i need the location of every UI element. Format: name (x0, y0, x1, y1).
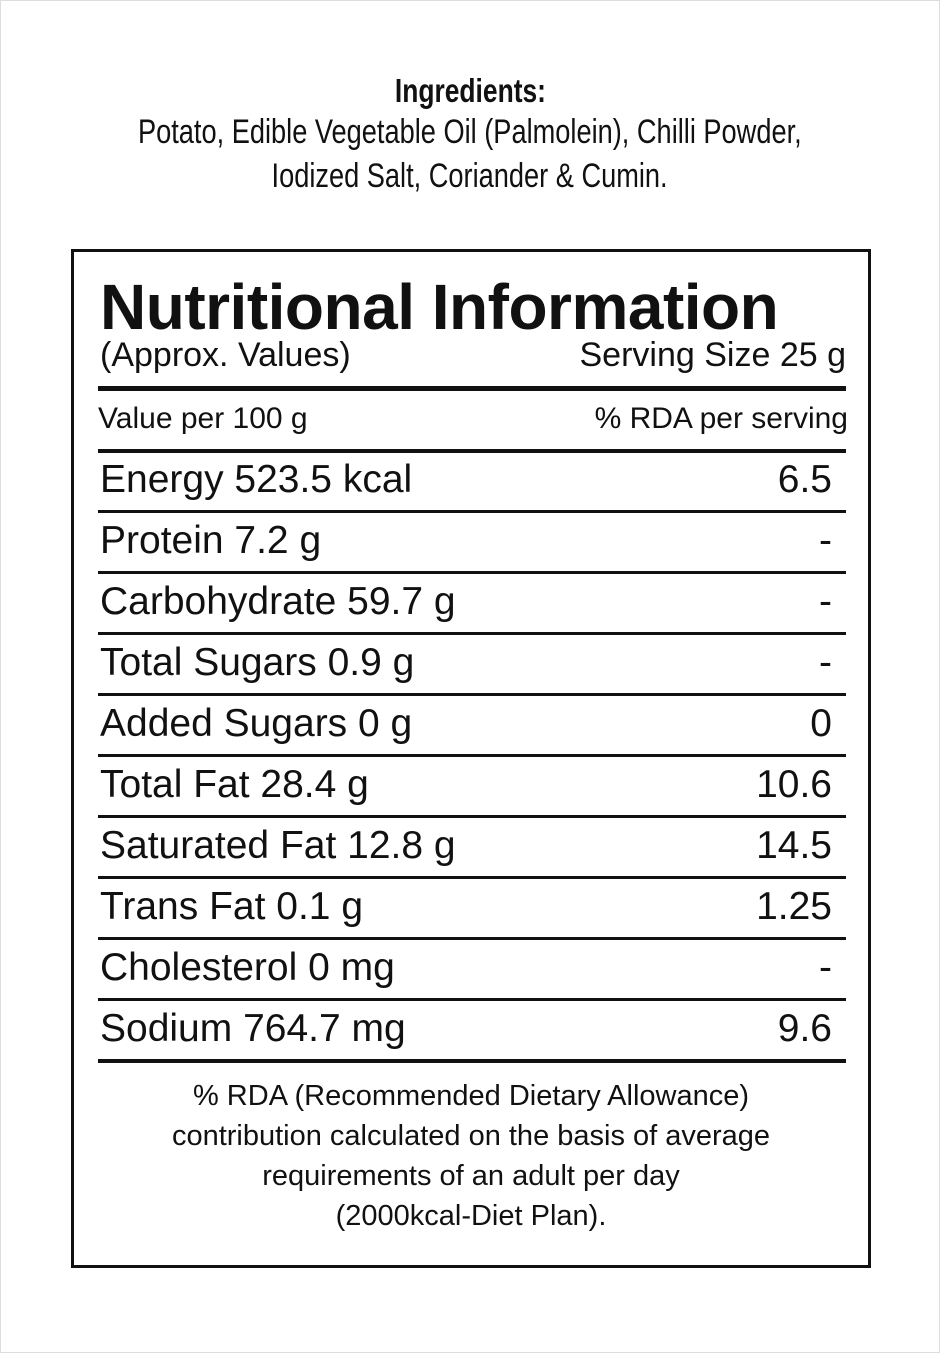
rda-value: 14.5 (756, 824, 832, 867)
rule (98, 449, 846, 453)
nutrient-name: Protein 7.2 g (100, 519, 322, 562)
nutrient-name: Sodium 764.7 mg (100, 1007, 406, 1050)
footnote-line: % RDA (Recommended Dietary Allowance) (192, 1080, 750, 1112)
rda-value: 9.6 (777, 1007, 832, 1050)
nutrient-name: Added Sugars 0 g (100, 702, 413, 745)
ingredients-title: Ingredients: (0, 72, 940, 110)
nutrient-row: Energy 523.5 kcal 6.5 (98, 452, 846, 513)
ingredients-title-text: Ingredients: (394, 72, 546, 109)
rda-value: 1.25 (756, 885, 832, 928)
rule (98, 386, 846, 391)
nutrient-name: Total Sugars 0.9 g (100, 641, 415, 684)
serving-size: Serving Size 25 g (579, 336, 847, 374)
nutrient-row: Carbohydrate 59.7 g - (98, 574, 846, 635)
nutrient-row: Total Fat 28.4 g 10.6 (98, 757, 846, 818)
nutrient-row: Added Sugars 0 g 0 (98, 696, 846, 757)
nutrient-name: Total Fat 28.4 g (100, 763, 369, 806)
rda-value: 0 (810, 702, 832, 745)
rda-value: - (819, 641, 832, 684)
nutrition-panel: Nutritional Information (Approx. Values)… (71, 249, 871, 1268)
nutrient-row: Trans Fat 0.1 g 1.25 (98, 879, 846, 940)
rda-value: - (819, 946, 832, 989)
rda-value: - (819, 519, 832, 562)
footnote-line: (2000kcal-Diet Plan). (335, 1200, 607, 1232)
nutrient-name: Saturated Fat 12.8 g (100, 824, 456, 867)
footnote-line: requirements of an adult per day (262, 1160, 680, 1192)
ingredients-line: Iodized Salt, Coriander & Cumin. (0, 157, 940, 196)
rda-value: - (819, 580, 832, 623)
nutrient-name: Energy 523.5 kcal (100, 458, 413, 501)
nutrient-row: Saturated Fat 12.8 g 14.5 (98, 818, 846, 879)
nutrient-row: Protein 7.2 g - (98, 513, 846, 574)
panel-title: Nutritional Information (100, 271, 779, 343)
nutrient-name: Trans Fat 0.1 g (100, 885, 364, 928)
nutrient-row: Total Sugars 0.9 g - (98, 635, 846, 696)
rda-value: 10.6 (756, 763, 832, 806)
ingredients-text: Potato, Edible Vegetable Oil (Palmolein)… (138, 113, 802, 151)
ingredients-line: Potato, Edible Vegetable Oil (Palmolein)… (0, 113, 940, 152)
footnote-line: contribution calculated on the basis of … (171, 1120, 771, 1152)
nutrient-row: Cholesterol 0 mg - (98, 940, 846, 1001)
rda-value: 6.5 (777, 458, 832, 501)
nutrient-name: Carbohydrate 59.7 g (100, 580, 456, 623)
ingredients-text: Iodized Salt, Coriander & Cumin. (271, 157, 669, 195)
nutrient-row: Sodium 764.7 mg 9.6 (98, 1001, 846, 1063)
column-header: Value per 100 g (98, 402, 308, 435)
nutrient-name: Cholesterol 0 mg (100, 946, 395, 989)
panel-subtitle: (Approx. Values) (100, 336, 351, 374)
column-header: % RDA per serving (594, 402, 848, 435)
